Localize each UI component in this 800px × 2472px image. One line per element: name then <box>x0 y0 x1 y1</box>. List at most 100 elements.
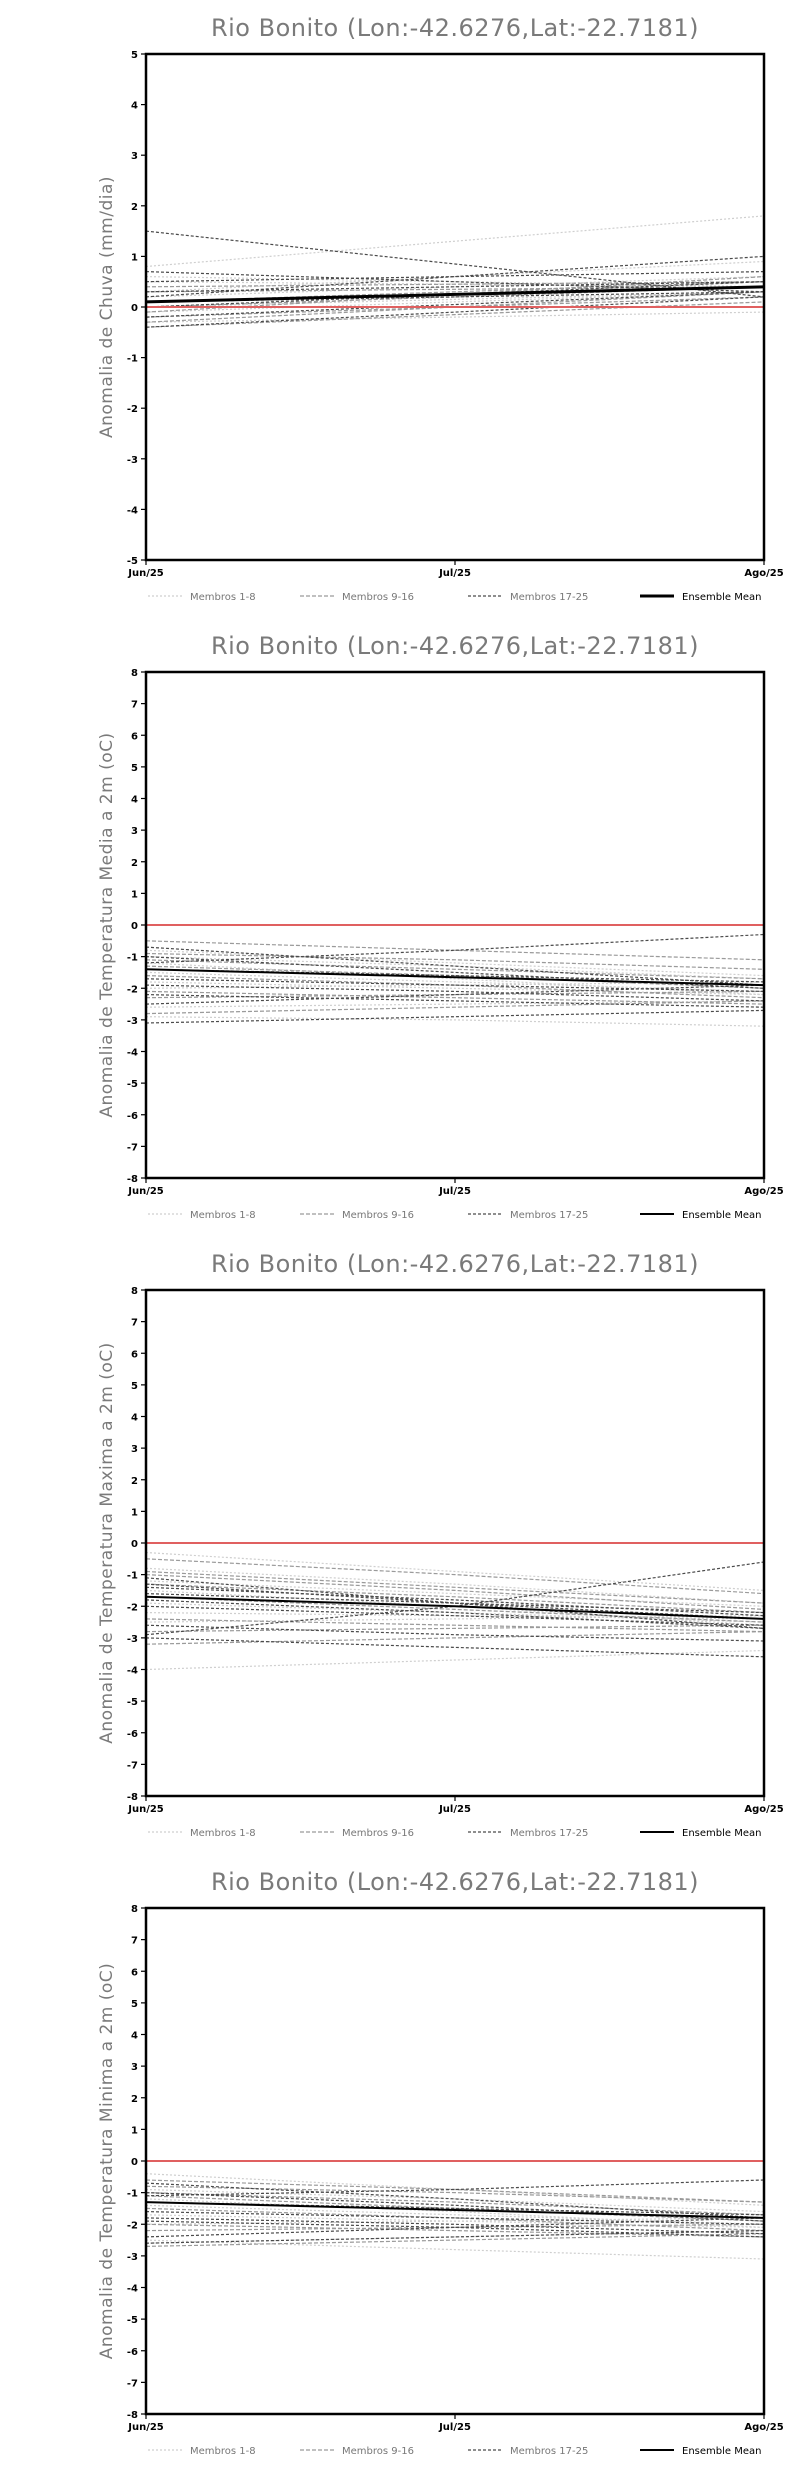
y-tick-label: -8 <box>127 1174 138 1185</box>
member-line-9-16 <box>146 2233 764 2247</box>
y-tick-label: 3 <box>131 1444 138 1455</box>
member-line-17-25 <box>146 1577 764 1629</box>
chart-title: Rio Bonito (Lon:-42.6276,Lat:-22.7181) <box>211 1250 699 1278</box>
member-line-9-16 <box>146 1000 764 1015</box>
y-tick-label: 2 <box>131 2094 138 2105</box>
member-line-1-8 <box>146 291 764 313</box>
chart-panel: Rio Bonito (Lon:-42.6276,Lat:-22.7181) An… <box>0 1236 800 1854</box>
y-tick-label: 1 <box>131 889 138 900</box>
member-line-17-25 <box>146 1605 764 1626</box>
member-line-17-25 <box>146 2201 764 2216</box>
x-tick-label: Ago/25 <box>744 1186 783 1197</box>
y-tick-label: -2 <box>127 984 138 995</box>
member-line-17-25 <box>146 2230 764 2244</box>
y-tick-label: 5 <box>131 1999 138 2010</box>
member-line-9-16 <box>146 1570 764 1604</box>
y-tick-label: 3 <box>131 2062 138 2073</box>
member-line-17-25 <box>146 984 764 1002</box>
member-line-1-8 <box>146 2230 764 2244</box>
y-tick-label: -7 <box>127 1760 138 1771</box>
member-line-17-25 <box>146 2220 764 2238</box>
member-line-17-25 <box>146 281 764 308</box>
legend: Membros 1-8 Membros 9-16 Membros 17-25 Ense… <box>148 1828 761 1839</box>
legend-label: Membros 9-16 <box>342 2446 414 2457</box>
legend-label: Membros 17-25 <box>510 592 588 603</box>
member-line-9-16 <box>146 2185 764 2203</box>
member-line-17-25 <box>146 2217 764 2238</box>
legend-label: Ensemble Mean <box>682 592 761 603</box>
member-line-9-16 <box>146 975 764 999</box>
member-line-17-25 <box>146 1593 764 1614</box>
y-axis-label: Anomalia de Temperatura Minima a 2m (oC) <box>97 1963 117 2360</box>
y-tick-label: -6 <box>127 1111 138 1122</box>
y-tick-label: -3 <box>127 1016 138 1027</box>
member-line-1-8 <box>146 1016 764 1027</box>
member-line-17-25 <box>146 978 764 992</box>
legend: Membros 1-8 Membros 9-16 Membros 17-25 Ense… <box>148 2446 761 2457</box>
member-line-17-25 <box>146 933 764 964</box>
legend: Membros 1-8 Membros 9-16 Membros 17-25 Ense… <box>148 1210 761 1221</box>
y-tick-label: -1 <box>127 354 138 365</box>
member-line-9-16 <box>146 1574 764 1610</box>
member-line-17-25 <box>146 291 764 318</box>
line-chart: Rio Bonito (Lon:-42.6276,Lat:-22.7181) An… <box>97 1868 784 2457</box>
y-tick-label: -8 <box>127 1792 138 1803</box>
member-line-17-25 <box>146 271 764 283</box>
y-tick-label: 7 <box>131 1936 138 1947</box>
x-tick-label: Ago/25 <box>744 2422 783 2433</box>
y-tick-label: 2 <box>131 1476 138 1487</box>
member-line-1-8 <box>146 962 764 996</box>
chart-panel: Rio Bonito (Lon:-42.6276,Lat:-22.7181) An… <box>0 618 800 1236</box>
member-line-9-16 <box>146 1631 764 1645</box>
member-line-9-16 <box>146 281 764 288</box>
line-chart: Rio Bonito (Lon:-42.6276,Lat:-22.7181) An… <box>97 632 784 1221</box>
member-line-1-8 <box>146 2214 764 2228</box>
chart-title: Rio Bonito (Lon:-42.6276,Lat:-22.7181) <box>211 14 699 42</box>
x-tick-label: Ago/25 <box>744 568 783 579</box>
y-tick-label: 3 <box>131 826 138 837</box>
y-tick-label: 8 <box>131 1286 138 1297</box>
y-tick-label: 0 <box>131 1539 138 1550</box>
plot-area <box>146 2160 764 2260</box>
x-tick-label: Jul/25 <box>438 1804 471 1815</box>
member-line-9-16 <box>146 1618 764 1633</box>
member-line-17-25 <box>146 255 764 298</box>
member-line-9-16 <box>146 2192 764 2216</box>
member-line-9-16 <box>146 940 764 961</box>
member-line-9-16 <box>146 1583 764 1614</box>
y-tick-label: -8 <box>127 2410 138 2421</box>
ensemble-mean-line <box>146 285 764 304</box>
y-tick-label: 7 <box>131 700 138 711</box>
y-axis-label: Anomalia de Temperatura Maxima a 2m (oC) <box>97 1342 117 1744</box>
y-tick-label: -7 <box>127 1142 138 1153</box>
y-tick-label: -5 <box>127 556 138 567</box>
member-line-9-16 <box>146 301 764 328</box>
member-line-9-16 <box>146 990 764 1005</box>
y-tick-label: -6 <box>127 1729 138 1740</box>
y-tick-label: 2 <box>131 202 138 213</box>
x-tick-label: Jun/25 <box>127 1186 164 1197</box>
y-tick-label: 6 <box>131 1967 138 1978</box>
y-tick-label: 4 <box>131 101 138 112</box>
member-line-9-16 <box>146 1558 764 1595</box>
x-tick-label: Jun/25 <box>127 1804 164 1815</box>
member-line-17-25 <box>146 994 764 1008</box>
plot-area <box>146 215 764 328</box>
member-line-9-16 <box>146 952 764 970</box>
y-tick-label: 8 <box>131 668 138 679</box>
member-line-17-25 <box>146 946 764 986</box>
line-chart: Rio Bonito (Lon:-42.6276,Lat:-22.7181) An… <box>97 14 784 603</box>
legend-label: Membros 1-8 <box>190 2446 256 2457</box>
x-tick-label: Ago/25 <box>744 1804 783 1815</box>
y-tick-label: 0 <box>131 921 138 932</box>
y-tick-label: -5 <box>127 1079 138 1090</box>
chart-panel: Rio Bonito (Lon:-42.6276,Lat:-22.7181) An… <box>0 0 800 618</box>
y-tick-label: 2 <box>131 858 138 869</box>
member-line-1-8 <box>146 1649 764 1671</box>
y-tick-label: -5 <box>127 1697 138 1708</box>
member-line-1-8 <box>146 276 764 288</box>
x-tick-label: Jun/25 <box>127 2422 164 2433</box>
y-tick-label: 0 <box>131 303 138 314</box>
member-line-1-8 <box>146 1612 764 1620</box>
member-line-1-8 <box>146 1551 764 1591</box>
